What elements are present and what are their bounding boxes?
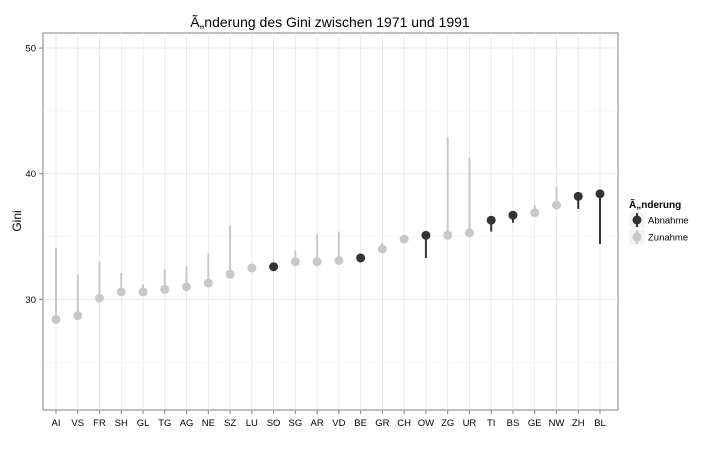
legend-entry-label: Abnahme bbox=[648, 216, 689, 227]
x-tick-label: TG bbox=[158, 418, 171, 429]
data-point-ag bbox=[182, 282, 192, 292]
x-tick-label: BS bbox=[507, 418, 520, 429]
data-point-ar bbox=[312, 257, 322, 267]
x-tick-label: VD bbox=[332, 418, 345, 429]
data-point-zg bbox=[443, 230, 453, 240]
data-point-bl bbox=[595, 189, 605, 199]
x-tick-label: NW bbox=[549, 418, 565, 429]
data-point-ow bbox=[421, 230, 431, 240]
x-tick-label: AR bbox=[311, 418, 324, 429]
x-tick-label: SZ bbox=[224, 418, 236, 429]
x-tick-label: ZH bbox=[572, 418, 585, 429]
y-tick-label: 50 bbox=[25, 44, 36, 55]
data-point-ai bbox=[51, 315, 61, 325]
x-tick-label: FR bbox=[93, 418, 106, 429]
x-tick-label: GE bbox=[528, 418, 542, 429]
x-tick-label: LU bbox=[246, 418, 258, 429]
data-point-sg bbox=[290, 257, 300, 267]
x-tick-label: BL bbox=[594, 418, 606, 429]
y-axis-label: Gini bbox=[10, 210, 24, 231]
x-tick-label: SH bbox=[115, 418, 128, 429]
x-tick-label: GR bbox=[375, 418, 389, 429]
x-tick-label: AG bbox=[180, 418, 194, 429]
data-point-so bbox=[269, 262, 279, 272]
panel-background bbox=[42, 32, 619, 411]
data-point-gr bbox=[377, 244, 387, 254]
data-point-nw bbox=[551, 200, 561, 210]
x-tick-label: ZG bbox=[441, 418, 454, 429]
chart-title: Ã„nderung des Gini zwischen 1971 und 199… bbox=[190, 14, 470, 30]
legend-key-point bbox=[632, 232, 642, 242]
x-tick-label: GL bbox=[137, 418, 150, 429]
x-tick-label: SG bbox=[288, 418, 302, 429]
data-point-vs bbox=[73, 311, 83, 321]
legend-title: Ã„nderung bbox=[629, 198, 681, 211]
data-point-ne bbox=[203, 278, 213, 288]
y-tick-label: 40 bbox=[25, 169, 36, 180]
x-tick-label: AI bbox=[52, 418, 61, 429]
data-point-bs bbox=[508, 210, 518, 220]
x-tick-label: BE bbox=[354, 418, 367, 429]
data-point-ti bbox=[486, 215, 496, 225]
data-marks bbox=[51, 137, 605, 325]
legend: Ã„nderung Abnahme Zunahme bbox=[628, 198, 689, 246]
x-tick-label: UR bbox=[463, 418, 477, 429]
data-point-ch bbox=[399, 234, 409, 244]
data-point-lu bbox=[247, 263, 257, 273]
x-tick-label: CH bbox=[397, 418, 411, 429]
x-tick-label: NE bbox=[202, 418, 215, 429]
legend-entry-label: Zunahme bbox=[648, 233, 688, 244]
x-tick-label: VS bbox=[71, 418, 84, 429]
legend-key-point bbox=[632, 215, 642, 225]
data-point-be bbox=[356, 253, 366, 263]
data-point-ge bbox=[530, 208, 540, 218]
data-point-sh bbox=[116, 287, 126, 297]
axis-ticks: 30 40 50 AI VS FR SH GL TG AG NE SZ LU SO SG AR VD BE GR CH… bbox=[25, 44, 605, 429]
data-point-sz bbox=[225, 269, 235, 279]
data-point-ur bbox=[464, 228, 474, 238]
data-point-zh bbox=[573, 191, 583, 201]
legend-entries: Abnahme Zunahme bbox=[628, 211, 689, 246]
x-tick-label: OW bbox=[418, 418, 434, 429]
x-tick-label: TI bbox=[487, 418, 495, 429]
data-point-gl bbox=[138, 287, 148, 297]
data-point-vd bbox=[334, 255, 344, 265]
data-point-tg bbox=[160, 284, 170, 294]
y-tick-label: 30 bbox=[25, 295, 36, 306]
x-tick-label: SO bbox=[267, 418, 281, 429]
data-point-fr bbox=[95, 293, 105, 303]
